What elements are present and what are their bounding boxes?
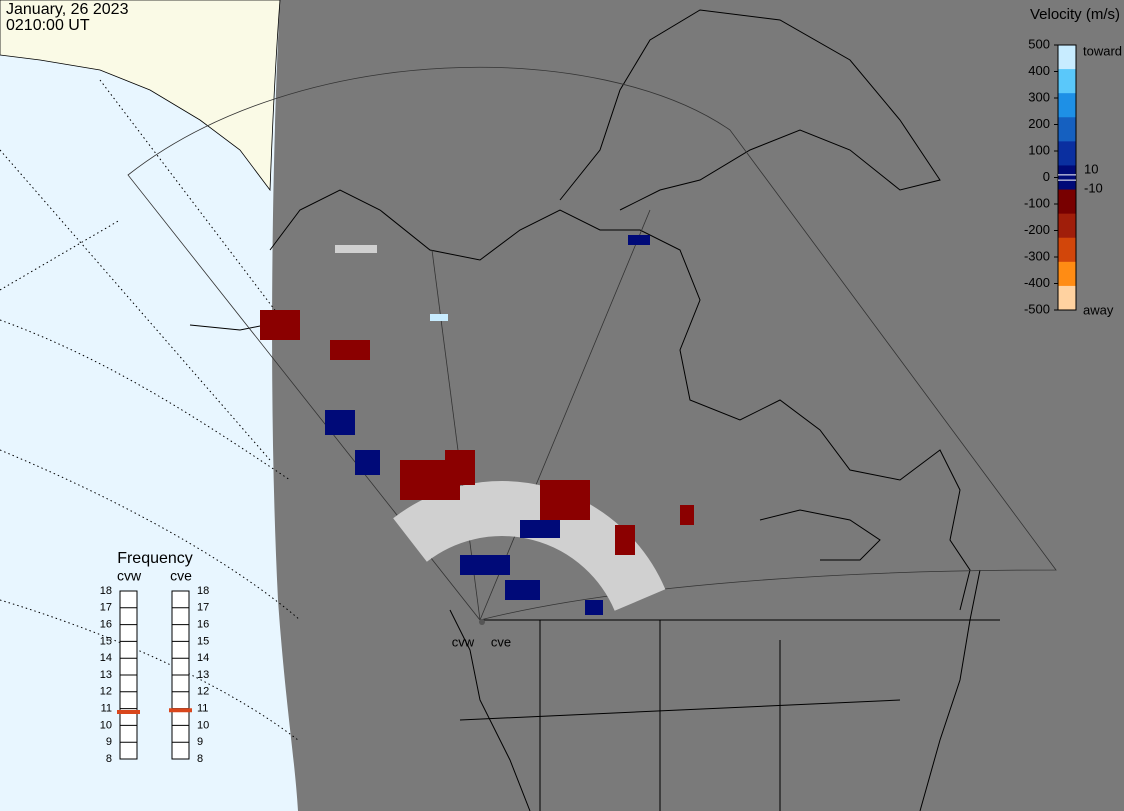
frequency-tick-label: 17 (197, 602, 209, 614)
velocity-tick-label: 200 (1028, 116, 1050, 131)
frequency-tick-label: 10 (100, 719, 112, 731)
radar-label: cvw (452, 634, 475, 649)
frequency-tick-label: 11 (197, 703, 208, 715)
radar-name: cve (170, 568, 192, 584)
frequency-tick-label: 13 (197, 669, 209, 681)
coastlines (189, 9, 1000, 811)
frequency-tick-label: 18 (100, 585, 112, 597)
frequency-tick-label: 12 (100, 686, 112, 698)
frequency-tick-label: 15 (100, 635, 112, 647)
frequency-tick-label: 12 (197, 686, 209, 698)
velocity-tick-label: -200 (1024, 222, 1050, 237)
frequency-tick-label: 15 (197, 635, 209, 647)
frequency-tick-label: 17 (100, 602, 112, 614)
toward-label: toward (1083, 43, 1122, 58)
radar-label: cve (491, 634, 511, 649)
frequency-tick-label: 14 (100, 652, 112, 664)
away-label: away (1083, 302, 1114, 317)
velocity-title: Velocity (m/s) (1030, 6, 1120, 23)
frequency-tick-label: 8 (197, 753, 203, 765)
day-side (0, 0, 298, 811)
velocity-tick-label: -500 (1024, 301, 1050, 316)
lat-lon-grid (0, 79, 301, 741)
frequency-tick-label: 9 (197, 736, 203, 748)
color-swatch (1058, 261, 1076, 287)
frequency-tick-label: 10 (197, 719, 209, 731)
color-swatch (1058, 45, 1076, 70)
velocity-inner-label: 10 (1084, 161, 1098, 176)
velocity-tick-label: 500 (1028, 36, 1050, 51)
color-swatch (1058, 69, 1076, 94)
velocity-tick-label: -300 (1024, 248, 1050, 263)
color-swatch (1058, 117, 1076, 142)
scatter-cells (260, 235, 694, 615)
velocity-tick-label: 300 (1028, 89, 1050, 104)
color-swatch (1058, 93, 1076, 118)
scatter-band (393, 481, 666, 612)
radar-site (479, 619, 485, 625)
frequency-tick-label: 14 (197, 652, 209, 664)
velocity-tick-label: 0 (1043, 169, 1050, 184)
frequency-tick-label: 18 (197, 585, 209, 597)
color-swatch (1058, 189, 1076, 215)
color-swatch (1058, 237, 1076, 263)
velocity-tick-label: 400 (1028, 63, 1050, 78)
frequency-tick-label: 9 (106, 736, 112, 748)
velocity-tick-label: -400 (1024, 275, 1050, 290)
velocity-tick-label: 100 (1028, 142, 1050, 157)
color-swatch (1058, 213, 1076, 239)
date: January, 26 2023 (6, 1, 129, 18)
frequency-tick-label: 8 (106, 753, 112, 765)
color-swatch (1058, 141, 1076, 166)
radar-name: cvw (117, 568, 142, 584)
frequency-tick-label: 16 (197, 619, 209, 631)
frequency-title: Frequency (117, 550, 193, 567)
color-swatch (1058, 165, 1076, 191)
frequency-tick-label: 11 (101, 703, 112, 715)
frequency-tick-label: 16 (100, 619, 112, 631)
time: 0210:00 UT (6, 17, 90, 34)
color-swatch (1058, 285, 1076, 311)
velocity-tick-label: -100 (1024, 195, 1050, 210)
velocity-inner-label: -10 (1084, 181, 1103, 196)
alaska (0, 0, 281, 192)
frequency-tick-label: 13 (100, 669, 112, 681)
